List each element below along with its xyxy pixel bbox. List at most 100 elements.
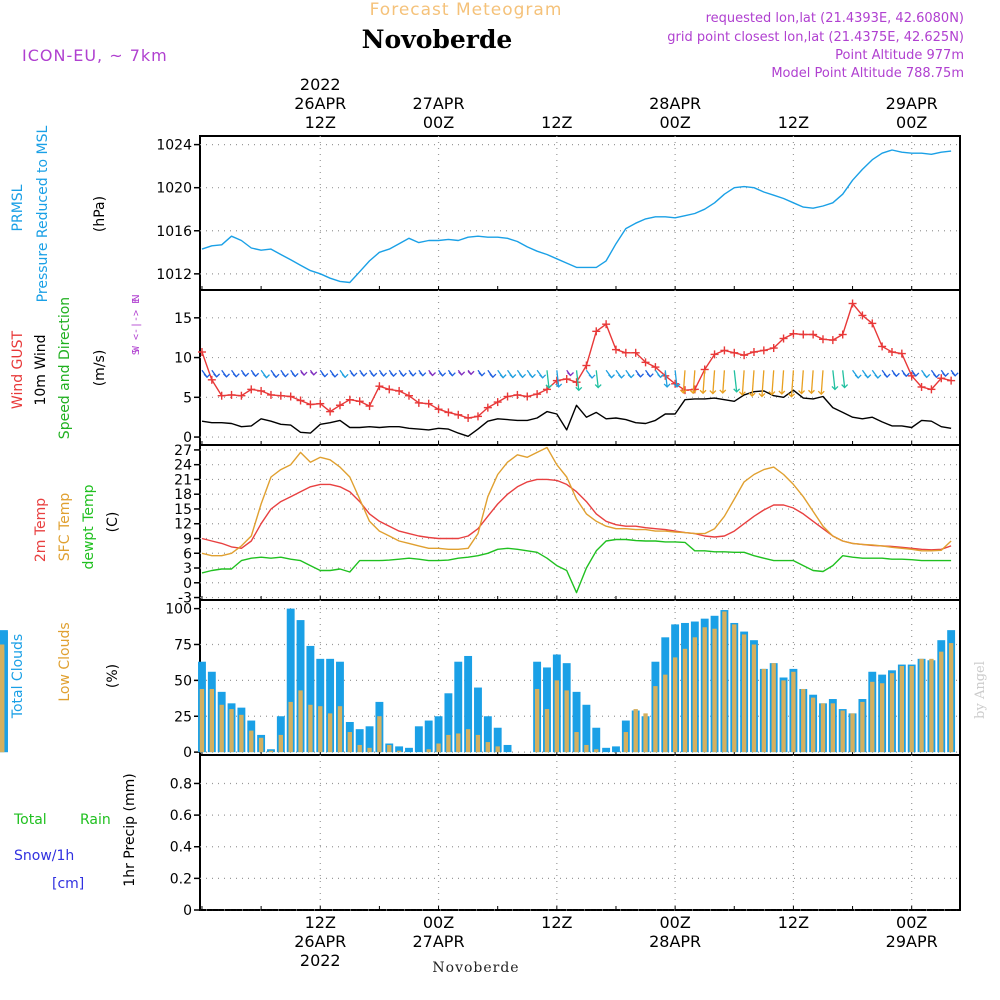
low-cloud-bar <box>534 688 540 753</box>
wind-gust-label: Wind GUST <box>10 330 26 409</box>
wind-arrow-head <box>555 383 563 388</box>
wind-arrow-head <box>709 390 717 395</box>
time-tick-label: 28APR <box>649 94 701 113</box>
wind-arrow-head <box>738 391 746 396</box>
low-cloud-bar <box>909 666 914 753</box>
total-cloud-bar <box>572 691 581 753</box>
wind-arrow-head <box>646 373 654 378</box>
low-cloud-bar <box>268 750 274 753</box>
low-cloud-bar <box>574 732 579 753</box>
precip-snow-label: Snow/1h <box>14 848 74 864</box>
wind-arrow-head <box>458 371 466 376</box>
wind-arrow-head <box>409 372 417 377</box>
wind-arrow <box>751 370 755 397</box>
wind-arrow-head <box>679 389 687 394</box>
pressure-unit-label: (hPa) <box>92 196 108 232</box>
total-cloud-bar <box>444 693 453 753</box>
low-cloud-bar <box>495 746 500 753</box>
low-cloud-bar <box>801 688 806 753</box>
wind-arrow-head <box>608 374 615 379</box>
wind-arrow <box>664 370 668 388</box>
pressure-panel: 1012 1016 1020 1024 <box>156 135 961 291</box>
wind-arrow-head <box>429 372 436 377</box>
y-tick-label: 1012 <box>156 267 192 283</box>
wind-panel: 0 5 10 15 <box>174 289 961 446</box>
wind-arrow-head <box>699 389 707 395</box>
total-cloud-bar <box>592 727 601 753</box>
low-cloud-bar <box>258 737 264 753</box>
y-tick-label: 5 <box>183 390 192 406</box>
low-cloud-bar <box>564 690 569 753</box>
dewpt-label: dewpt Temp <box>81 484 97 569</box>
low-cloud-bar <box>318 706 323 753</box>
low-cloud-bar <box>278 734 283 753</box>
y-tick-label: 24 <box>174 458 192 474</box>
wind-arrow <box>702 370 706 394</box>
wind-arrow-head <box>390 372 397 378</box>
series-line <box>201 149 952 284</box>
wind-arrow-head <box>788 393 795 398</box>
time-tick-label: 28APR <box>649 932 701 951</box>
y-tick-label: 10 <box>174 351 192 367</box>
time-tick-label: 2022 <box>300 75 341 94</box>
temp-unit-label: (C) <box>105 512 121 533</box>
total-cloud-bar <box>483 716 492 753</box>
wind-arrow-head <box>252 372 260 378</box>
low-cloud-bar <box>377 716 382 753</box>
total-cloud-bar <box>286 608 295 753</box>
low-cloud-bar <box>879 683 885 753</box>
time-tick-label: 26APR <box>294 932 346 951</box>
wind-arrow-head <box>912 372 920 377</box>
wind-arrow <box>810 370 814 394</box>
time-tick-label: 00Z <box>659 913 690 932</box>
low-cloud-bar <box>544 709 550 753</box>
low-cloud-bar <box>249 730 254 753</box>
low-cloud-bar <box>929 658 934 753</box>
wind-arrow-head <box>798 390 806 395</box>
wind-arrow-head <box>923 373 931 379</box>
low-cloud-bar <box>426 749 431 753</box>
wind-arrow <box>546 370 550 388</box>
wind-arrow <box>790 370 795 397</box>
low-cloud-bar <box>475 734 481 753</box>
time-tick-label: 26APR <box>294 94 346 113</box>
point-altitude: Point Altitude 977m <box>835 48 964 63</box>
wind-arrow-head <box>588 374 596 379</box>
low-cloud-bar <box>732 624 737 753</box>
low-cloud-bar <box>761 668 767 753</box>
panel-frame <box>199 289 961 446</box>
low-cloud-bar <box>327 713 333 753</box>
prmsl-label: PRMSL <box>10 184 26 231</box>
y-tick-label: 21 <box>174 472 192 488</box>
wind-arrow <box>682 370 686 394</box>
low-cloud-bar <box>820 703 826 753</box>
y-tick-label: 9 <box>183 531 192 547</box>
wind-arrow-head <box>489 373 497 379</box>
wind-arrow-head <box>478 372 486 377</box>
low-cloud-bar <box>722 611 727 753</box>
wind-arrow-head <box>509 374 517 379</box>
wind-arrow-head <box>594 384 602 389</box>
low-cloud-bar <box>889 673 895 753</box>
low-cloud-bar <box>199 688 205 753</box>
time-tick-label: 00Z <box>896 113 927 132</box>
time-tick-label: 00Z <box>423 913 454 932</box>
y-tick-label: 75 <box>174 637 192 653</box>
location-title: Novoberde <box>362 25 513 54</box>
time-tick-label: 00Z <box>423 113 454 132</box>
total-cloud-bar <box>355 729 364 753</box>
wind-arrow-head <box>883 373 891 378</box>
wind-arrow-head <box>291 372 299 378</box>
wind-arrow <box>820 370 824 395</box>
y-tick-label: 0 <box>183 430 192 446</box>
total-cloud-bar <box>395 746 404 753</box>
cloud-unit-label: (%) <box>105 664 121 688</box>
low-cloud-bar <box>948 643 954 753</box>
low-cloud-bar <box>239 714 244 753</box>
total-cloud-bar <box>405 747 413 753</box>
low-cloud-bar <box>830 703 836 753</box>
wind-arrow <box>595 370 599 388</box>
